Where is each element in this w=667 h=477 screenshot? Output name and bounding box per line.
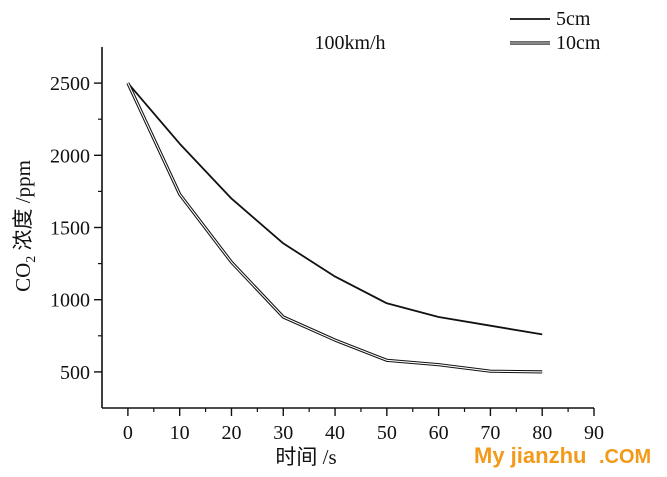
x-axis-ticks: 0 10 20 30 40 50 60 70 80 90 (123, 408, 604, 444)
y-axis-label-rest: 浓度 /ppm (11, 160, 35, 256)
chart-title: 100km/h (314, 32, 385, 54)
series-layer (126, 82, 543, 374)
x-tick-label: 70 (480, 422, 500, 444)
x-tick-label: 50 (377, 422, 397, 444)
watermark: My jianzhu .COM (474, 443, 651, 468)
y-tick-label: 500 (60, 362, 90, 384)
legend-item-5cm: 5cm (510, 8, 591, 30)
watermark-suffix: .COM (599, 446, 651, 468)
series-line-5cm (127, 82, 543, 336)
y-tick-label: 1000 (50, 290, 90, 312)
x-tick-label: 0 (123, 422, 133, 444)
x-tick-label: 20 (221, 422, 241, 444)
y-axis-label-co: CO (11, 263, 35, 292)
x-tick-label: 60 (429, 422, 449, 444)
y-tick-label: 2000 (50, 145, 90, 167)
y-axis-ticks: 500 1000 1500 2000 2500 (50, 73, 102, 384)
y-axis-label: CO2 浓度 /ppm (11, 160, 39, 292)
series-line-10cm (126, 82, 543, 374)
legend-label: 10cm (556, 32, 601, 54)
watermark-main: My jianzhu (474, 443, 586, 468)
legend-label: 5cm (556, 8, 591, 30)
x-tick-label: 90 (584, 422, 604, 444)
axes (101, 47, 594, 409)
series-line-inner-10cm (127, 82, 543, 373)
legend-item-10cm: 10cm (510, 32, 601, 54)
x-tick-label: 80 (532, 422, 552, 444)
x-axis-label: 时间 /s (275, 445, 336, 469)
series-5cm (127, 82, 543, 336)
x-tick-label: 30 (273, 422, 293, 444)
series-10cm (126, 82, 543, 374)
y-tick-label: 2500 (50, 73, 90, 95)
y-axis-label-subscript: 2 (24, 256, 39, 263)
x-tick-label: 40 (325, 422, 345, 444)
x-tick-label: 10 (170, 422, 190, 444)
y-tick-label: 1500 (50, 218, 90, 240)
